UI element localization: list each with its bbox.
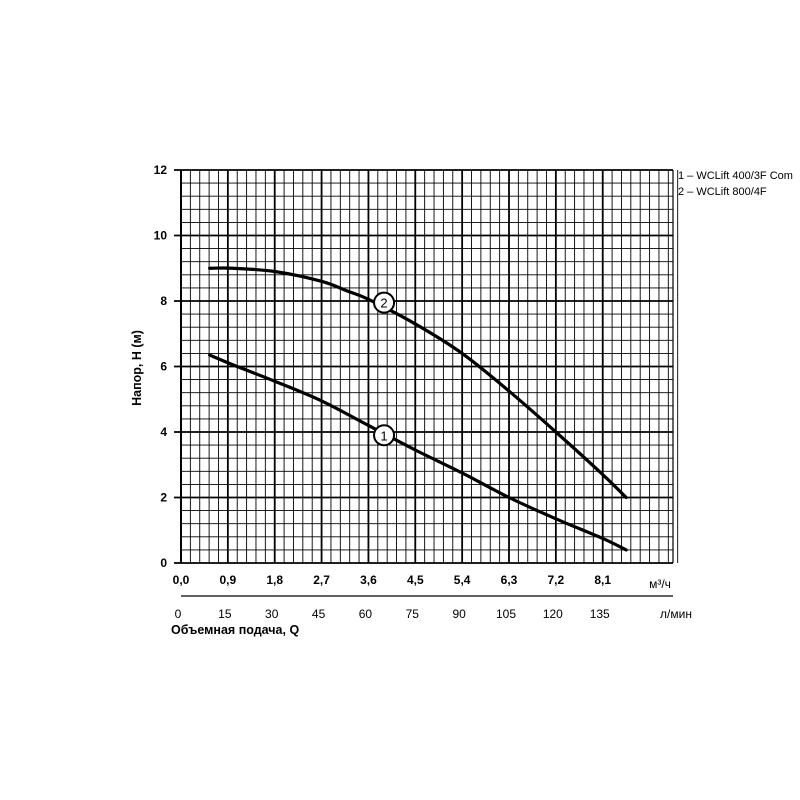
x-unit-label: м³/ч: [649, 577, 671, 591]
x2-tick-label: 105: [496, 607, 516, 621]
curve-2: [208, 266, 628, 500]
y-tick-label: 0: [160, 556, 167, 570]
x-tick-label: 4,5: [407, 573, 424, 587]
y-tick-label: 2: [160, 491, 167, 505]
x2-tick-label: 135: [590, 607, 610, 621]
x-tick-label: 0,0: [173, 573, 190, 587]
x2-tick-label: 60: [359, 607, 373, 621]
curve-marker-label-1: 1: [380, 428, 387, 443]
x2-tick-label: 120: [543, 607, 563, 621]
x2-tick-label: 0: [175, 607, 182, 621]
y-tick-label: 4: [160, 425, 167, 439]
curve-markers: 12: [373, 291, 396, 447]
x-tick-label: 3,6: [360, 573, 377, 587]
x2-tick-label: 45: [312, 607, 326, 621]
y-tick-label: 10: [154, 229, 168, 243]
curve-marker-label-2: 2: [380, 296, 387, 311]
legend-entry-2: 2 – WCLift 800/4F: [678, 186, 767, 198]
x2-tick-label: 75: [406, 607, 420, 621]
curves: [208, 266, 628, 552]
legend-entry-1: 1 – WCLift 400/3F Com: [678, 170, 793, 182]
x2-tick-label: 30: [265, 607, 279, 621]
y-tick-label: 8: [160, 294, 167, 308]
curve-1: [208, 353, 628, 552]
y-tick-label: 6: [160, 360, 167, 374]
major-grid: [174, 169, 674, 564]
x-tick-label: 6,3: [501, 573, 518, 587]
x-tick-label: 0,9: [220, 573, 237, 587]
x2-tick-label: 90: [452, 607, 466, 621]
x-tick-label: 1,8: [266, 573, 283, 587]
y-tick-label: 12: [154, 163, 168, 177]
x-tick-label: 2,7: [313, 573, 330, 587]
x-tick-label: 7,2: [548, 573, 565, 587]
y-axis-title: Напор, H (м): [130, 330, 144, 406]
x-tick-label: 8,1: [594, 573, 611, 587]
curve-marker-circle-2: [373, 291, 396, 314]
x2-unit-label: л/мин: [660, 607, 692, 621]
curve-marker-circle-1: [373, 424, 396, 447]
x-tick-label: 5,4: [454, 573, 471, 587]
x-axis-title: Объемная подача, Q: [171, 623, 299, 637]
x2-tick-label: 15: [218, 607, 232, 621]
